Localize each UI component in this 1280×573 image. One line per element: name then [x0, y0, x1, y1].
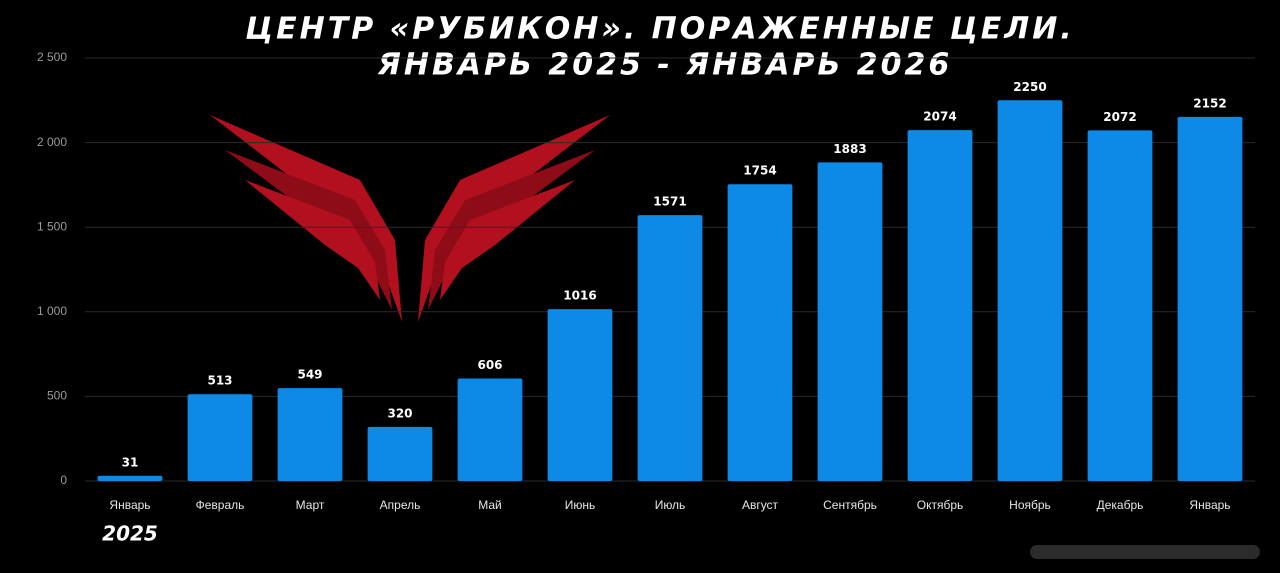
value-label: 1571: [653, 195, 686, 209]
bar: [1087, 130, 1153, 481]
x-tick-label: Январь: [1189, 498, 1230, 512]
bar: [457, 378, 523, 481]
value-label: 606: [477, 358, 502, 372]
value-label: 2074: [923, 110, 956, 124]
value-label: 513: [207, 374, 232, 388]
bar: [97, 475, 163, 481]
bar: [187, 394, 253, 481]
bar: [547, 309, 613, 481]
x-tick-label: Май: [478, 498, 502, 512]
value-label: 1754: [743, 164, 776, 178]
value-label: 549: [297, 368, 322, 382]
y-tick-label: 2 000: [37, 135, 67, 149]
x-tick-label: Ноябрь: [1009, 498, 1051, 512]
x-tick-label: Апрель: [380, 498, 421, 512]
y-tick-label: 500: [47, 389, 67, 403]
y-tick-label: 2 500: [37, 50, 67, 64]
x-tick-label: Февраль: [196, 498, 245, 512]
bar: [907, 130, 973, 481]
value-label: 2152: [1193, 96, 1226, 110]
y-tick-label: 0: [60, 473, 67, 487]
x-tick-label: Декабрь: [1097, 498, 1144, 512]
chart-title: ЦЕНТР «РУБИКОН». ПОРАЖЕННЫЕ ЦЕЛИ.: [245, 12, 1074, 47]
value-label: 31: [122, 455, 139, 469]
x-tick-label: Июнь: [565, 498, 596, 512]
wings-logo: [210, 115, 610, 322]
watermark: [1030, 545, 1260, 559]
value-label: 2072: [1103, 110, 1136, 124]
bar: [277, 388, 343, 481]
year-annotation: 2025: [102, 522, 158, 546]
x-tick-label: Март: [296, 498, 325, 512]
value-label: 1016: [563, 289, 596, 303]
bar: [367, 426, 433, 481]
chart-subtitle: ЯНВАРЬ 2025 - ЯНВАРЬ 2026: [377, 48, 953, 83]
bar: [817, 162, 883, 481]
x-tick-label: Октябрь: [917, 498, 964, 512]
x-tick-label: Август: [742, 498, 779, 512]
bar: [727, 184, 793, 481]
y-tick-label: 1 500: [37, 219, 67, 233]
x-tick-label: Июль: [655, 498, 686, 512]
x-tick-label: Январь: [109, 498, 150, 512]
bar: [997, 100, 1063, 482]
value-label: 320: [387, 406, 412, 420]
bar: [1177, 116, 1243, 482]
y-tick-label: 1 000: [37, 304, 67, 318]
x-tick-label: Сентябрь: [823, 498, 877, 512]
value-label: 2250: [1013, 80, 1046, 94]
bar: [637, 215, 703, 481]
value-label: 1883: [833, 142, 866, 156]
